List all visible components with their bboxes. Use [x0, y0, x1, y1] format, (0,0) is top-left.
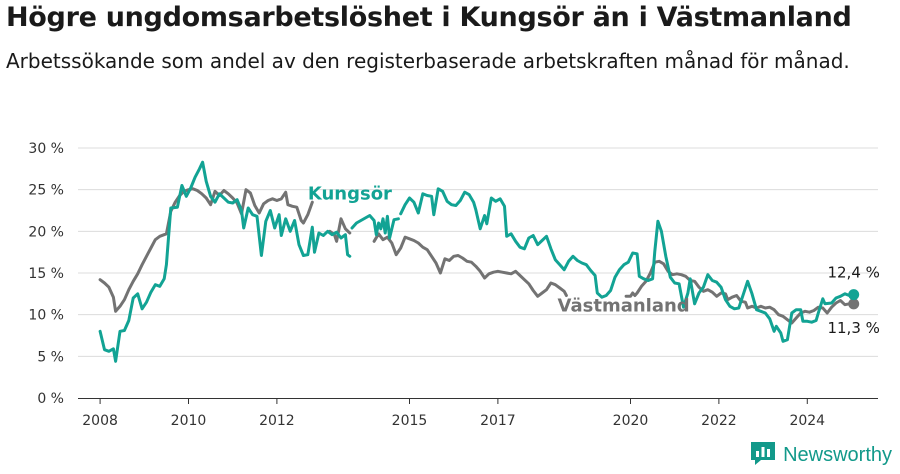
x-tick-label: 2020: [613, 413, 649, 429]
series-labels: Kungsör Västmanland 12,4 % 11,3 %: [308, 184, 880, 337]
series-label-vastmanland: Västmanland: [558, 295, 690, 316]
end-point-kungsor: [848, 289, 860, 301]
series-label-kungsor: Kungsör: [308, 184, 392, 205]
x-tick-label: 2017: [480, 413, 516, 429]
x-tick-label: 2015: [392, 413, 428, 429]
end-value-kungsor: 12,4 %: [827, 264, 879, 282]
y-tick-label: 10 %: [28, 308, 64, 324]
series-line-vastmanland: [372, 232, 568, 298]
chart-subtitle: Arbetssökande som andel av den registerb…: [6, 49, 850, 73]
end-value-vastmanland: 11,3 %: [827, 319, 879, 337]
x-tick-label: 2024: [789, 413, 825, 429]
series-line-kungsor: [98, 160, 352, 363]
x-tick-label: 2008: [82, 413, 118, 429]
x-tick-label: 2022: [701, 413, 737, 429]
y-tick-label: 30 %: [28, 141, 64, 157]
end-point-vastmanland: [848, 298, 860, 310]
x-tick-label: 2010: [171, 413, 207, 429]
bar-chart-icon: [749, 440, 777, 470]
series-line-kungsor: [399, 187, 856, 343]
brand-name: Newsworthy: [783, 443, 892, 466]
series-line-vastmanland: [624, 259, 856, 325]
series-line-kungsor: [350, 214, 400, 240]
series-line-vastmanland: [98, 187, 314, 313]
y-tick-label: 5 %: [37, 349, 64, 365]
x-tick-label: 2012: [259, 413, 295, 429]
y-tick-label: 15 %: [28, 266, 64, 282]
brand-logo: Newsworthy: [749, 440, 892, 470]
y-tick-label: 25 %: [28, 183, 64, 199]
x-axis: 2008 2010 2012 2015 2017 2020 2022 2024: [82, 398, 825, 429]
y-tick-label: 0 %: [37, 391, 64, 407]
chart-title: Högre ungdomsarbetslöshet i Kungsör än i…: [6, 2, 852, 33]
series-lines: [98, 160, 860, 363]
y-tick-label: 20 %: [28, 224, 64, 240]
y-axis: 0 % 5 % 10 % 15 % 20 % 25 % 30 %: [28, 141, 64, 407]
y-grid: [78, 147, 878, 357]
